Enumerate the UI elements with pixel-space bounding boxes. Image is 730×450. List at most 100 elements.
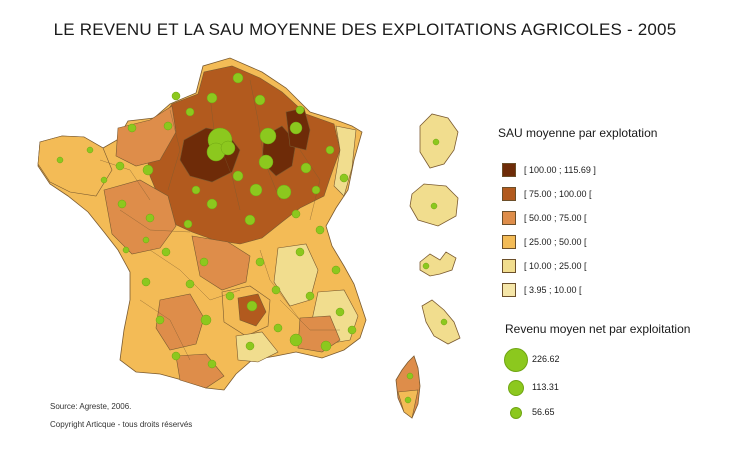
sau-legend-label: [ 50.00 ; 75.00 [ [524,213,587,223]
revenue-bubble [295,105,305,115]
revenue-legend-bubble [510,407,522,419]
revenue-bubble [86,146,94,154]
revenue-bubble [271,285,281,295]
revenue-bubble [185,279,195,289]
revenue-bubble [325,145,335,155]
region-normandy [115,105,177,167]
revenue-bubble [161,247,171,257]
department-borders [99,79,340,361]
revenue-bubble [404,396,412,404]
sau-legend-item: [ 3.95 ; 10.00 [ [502,283,582,297]
revenue-bubble [406,372,414,380]
revenue-bubble [432,138,440,146]
revenue-legend-item: 113.31 [507,379,559,397]
revenue-bubble [183,219,193,229]
revenue-bubble [171,91,181,101]
revenue-bubble [305,291,315,301]
sau-legend-swatch [502,283,516,297]
revenue-bubble [115,161,125,171]
region-brittany [37,135,113,197]
revenue-legend-label: 226.62 [532,354,560,364]
region-southwest-orange [155,293,205,351]
revenue-bubble [141,277,151,287]
revenue-bubble [339,173,349,183]
sau-legend-label: [ 3.95 ; 10.00 [ [524,285,582,295]
revenue-bubble [200,314,212,326]
revenue-bubble [246,300,258,312]
revenue-bubble [300,162,312,174]
sau-legend-label: [ 10.00 ; 25.00 [ [524,261,587,271]
revenue-bubble [206,198,218,210]
sau-legend-item: [ 50.00 ; 75.00 [ [502,211,587,225]
revenue-bubble [232,72,244,84]
sau-legend-label: [ 100.00 ; 115.69 ] [524,165,596,175]
revenue-bubble [289,121,303,135]
sau-legend-item: [ 100.00 ; 115.69 ] [502,163,596,177]
revenue-bubble [259,127,277,145]
sau-legend-label: [ 75.00 ; 100.00 [ [524,189,592,199]
sau-legend-swatch [502,187,516,201]
source-note: Source: Agreste, 2006. [50,402,132,411]
revenue-bubble [145,213,155,223]
revenue-bubble [276,184,292,200]
revenue-bubble [232,170,244,182]
revenue-bubble [249,183,263,197]
region-alsace [333,125,357,197]
revenue-bubble [311,185,321,195]
revenue-bubble [207,359,217,369]
revenue-legend-item: 226.62 [504,348,560,372]
revenue-bubble [199,257,209,267]
revenue-bubble [56,156,64,164]
revenue-bubble [331,265,341,275]
revenue-bubble [155,315,165,325]
revenue-bubble [100,176,108,184]
revenue-bubbles [56,72,448,404]
sau-legend-label: [ 25.00 ; 50.00 [ [524,237,587,247]
overseas-guadeloupe [419,251,457,277]
revenue-bubble [273,323,283,333]
map-title: LE REVENU ET LA SAU MOYENNE DES EXPLOITA… [53,20,677,39]
revenue-bubble [289,333,303,347]
revenue-bubble [291,209,301,219]
revenue-bubble [163,121,173,131]
revenue-legend-label: 113.31 [531,381,559,392]
revenue-bubble [315,225,325,235]
sau-legend-swatch [502,211,516,225]
revenue-legend-item: 56.65 [510,407,555,419]
region-centre-orange [191,235,251,291]
sau-legend-item: [ 10.00 ; 25.00 [ [502,259,587,273]
revenue-bubble [430,202,438,210]
revenue-bubble [440,318,448,326]
revenue-bubble [220,140,236,156]
region-west-orange [103,179,177,255]
revenue-bubble [254,94,266,106]
region-languedoc-light [235,331,279,363]
revenue-legend-label: 56.65 [531,407,555,417]
revenue-bubble [245,341,255,351]
sau-legend-swatch [502,259,516,273]
revenue-bubble [295,247,305,257]
sau-legend-item: [ 25.00 ; 50.00 [ [502,235,587,249]
revenue-bubble [320,340,332,352]
revenue-bubble [171,351,181,361]
revenue-bubble [191,185,201,195]
sau-legend-swatch [502,235,516,249]
revenue-bubble [335,307,345,317]
revenue-bubble [258,154,274,170]
revenue-bubble [244,214,256,226]
revenue-bubble [142,236,150,244]
copyright-note: Copyright Articque - tous droits réservé… [50,420,193,429]
corsica-south [397,389,419,419]
revenue-bubble [122,246,130,254]
revenue-bubble [142,164,154,176]
revenue-legend-bubble [504,348,528,372]
revenue-bubble [225,291,235,301]
sau-legend-title: SAU moyenne par explotation [498,126,658,140]
sau-legend-item: [ 75.00 ; 100.00 [ [502,187,592,201]
revenue-bubble [117,199,127,209]
revenue-legend-title: Revenu moyen net par exploitation [505,322,691,336]
revenue-bubble [422,262,430,270]
sau-legend-swatch [502,163,516,177]
revenue-bubble [127,123,137,133]
